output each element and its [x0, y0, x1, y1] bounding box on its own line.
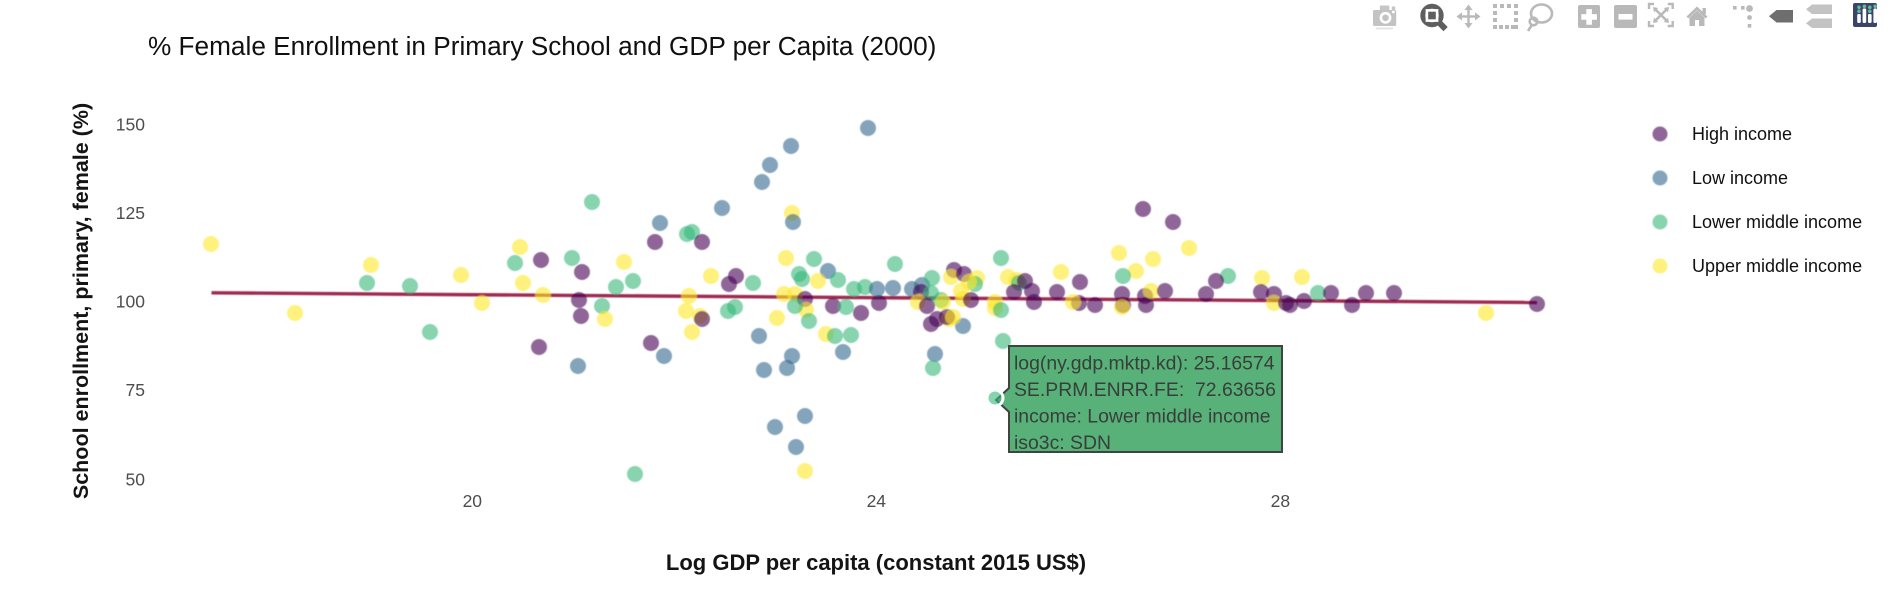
- svg-text:28: 28: [1271, 491, 1290, 511]
- svg-text:% Female Enrollment in Primary: % Female Enrollment in Primary School an…: [148, 31, 936, 61]
- svg-text:Upper middle income: Upper middle income: [1692, 256, 1862, 276]
- svg-text:High income: High income: [1692, 124, 1792, 144]
- svg-text:iso3c: SDN: iso3c: SDN: [1014, 432, 1111, 454]
- svg-text:125: 125: [116, 203, 145, 223]
- svg-text:50: 50: [126, 470, 146, 490]
- svg-text:Log GDP per capita (constant 2: Log GDP per capita (constant 2015 US$): [666, 550, 1086, 575]
- svg-text:Lower middle income: Lower middle income: [1692, 212, 1862, 232]
- svg-text:SE.PRM.ENRR.FE: 72.63656: SE.PRM.ENRR.FE: 72.63656: [1014, 379, 1276, 401]
- svg-text:24: 24: [867, 491, 887, 511]
- svg-text:20: 20: [463, 491, 483, 511]
- svg-text:150: 150: [116, 115, 145, 135]
- svg-text:School enrollment, primary, fe: School enrollment, primary, female (%): [69, 103, 93, 499]
- svg-text:Low income: Low income: [1692, 168, 1788, 188]
- svg-text:log(ny.gdp.mktp.kd): 25.16574: log(ny.gdp.mktp.kd): 25.16574: [1014, 353, 1275, 375]
- svg-text:income: Lower middle income: income: Lower middle income: [1014, 406, 1271, 428]
- svg-text:75: 75: [126, 380, 145, 400]
- svg-text:100: 100: [116, 292, 145, 312]
